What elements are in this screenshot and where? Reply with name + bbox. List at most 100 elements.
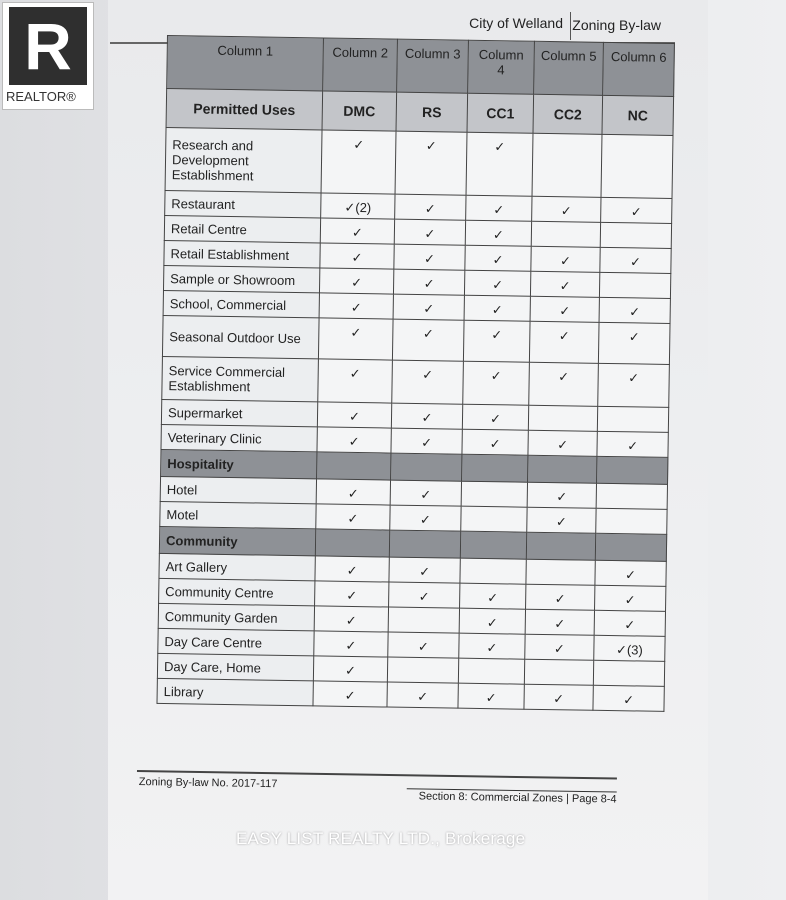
permission-cell (599, 272, 671, 299)
permission-cell: ✓ (527, 482, 597, 509)
permitted-use-label: Supermarket (161, 399, 318, 427)
permission-cell: ✓ (594, 585, 666, 612)
permission-cell: ✓ (390, 480, 462, 507)
permission-cell: ✓ (594, 610, 666, 637)
permission-cell: ✓ (462, 361, 530, 406)
permission-cell: ✓ (389, 505, 462, 532)
column-number-header: Column 6 (602, 42, 675, 97)
permission-cell: ✓ (394, 219, 466, 246)
permission-cell: ✓ (319, 267, 394, 295)
permitted-use-label: Service Commercial Establishment (161, 356, 319, 402)
permission-cell: ✓ (391, 360, 464, 405)
permission-cell: ✓ (314, 605, 389, 633)
permission-cell: ✓ (321, 129, 397, 195)
permission-cell: ✓ (319, 292, 394, 320)
footer-bylaw-number: Zoning By-law No. 2017-117 (138, 776, 278, 791)
zone-header: RS (396, 92, 468, 133)
permission-cell: ✓ (388, 557, 461, 584)
permission-cell: ✓ (390, 428, 463, 455)
permission-cell: ✓ (317, 358, 393, 404)
permission-cell: ✓ (395, 131, 468, 196)
permission-cell: ✓ (319, 242, 395, 270)
permitted-use-label: Veterinary Clinic (160, 424, 318, 452)
section-cell (315, 528, 390, 558)
permitted-use-label: Sample or Showroom (163, 265, 320, 293)
section-cell (460, 531, 527, 560)
permission-cell (593, 660, 665, 687)
brokerage-watermark: EASY LIST REALTY LTD., Brokerage (236, 829, 526, 848)
zone-header: DMC (322, 90, 397, 132)
permission-cell: ✓ (529, 321, 600, 364)
permission-cell: ✓ (531, 196, 602, 223)
permission-cell: ✓ (465, 195, 533, 222)
permission-cell (458, 658, 525, 685)
permission-cell: ✓ (459, 608, 526, 635)
permission-cell: ✓ (525, 584, 595, 611)
permission-cell: ✓ (394, 194, 467, 221)
section-label: Hospitality (160, 449, 317, 479)
permission-cell: ✓ (388, 582, 460, 609)
permission-cell: ✓ (386, 682, 459, 709)
permitted-use-label: Research and Development Establishment (165, 127, 323, 193)
permission-cell: ✓ (459, 583, 526, 610)
permission-cell: ✓ (464, 245, 532, 272)
permission-cell: ✓ (527, 430, 598, 457)
column-number-header: Column 5 (533, 41, 604, 96)
permission-cell: ✓ (526, 507, 597, 534)
header-divider (570, 12, 571, 40)
section-label: Community (159, 526, 316, 556)
permission-cell: ✓ (597, 363, 670, 408)
permission-cell: ✓ (313, 630, 389, 658)
permitted-uses-header: Permitted Uses (166, 88, 323, 130)
permission-cell: ✓ (462, 404, 529, 431)
table-row: Research and Development Establishment ✓ ✓… (165, 127, 673, 199)
permitted-use-label: Art Gallery (158, 553, 316, 581)
permission-cell: ✓ (530, 246, 601, 273)
column-number-row: Column 1 Column 2 Column 3 Column 4 Column 5… (166, 35, 675, 97)
permission-cell (461, 481, 528, 508)
permitted-use-label: Motel (159, 501, 317, 529)
permission-cell: ✓ (313, 655, 388, 683)
zone-header: CC1 (467, 93, 534, 134)
permission-cell: ✓ (458, 633, 526, 660)
permission-cell: ✓ (596, 431, 669, 458)
permission-cell (601, 134, 673, 199)
permission-cell: ✓ (599, 297, 671, 324)
permission-cell: ✓ (317, 401, 392, 429)
permission-cell: ✓ (392, 319, 465, 362)
permission-cell: ✓(3) (593, 635, 666, 662)
permission-cell (597, 406, 669, 433)
permitted-use-label: School, Commercial (163, 290, 320, 318)
permission-cell: ✓ (599, 247, 672, 274)
permitted-use-label: Community Centre (158, 578, 315, 606)
section-cell (461, 454, 528, 483)
permission-cell: ✓ (457, 683, 525, 710)
permission-cell (532, 133, 602, 198)
permitted-use-label: Seasonal Outdoor Use (162, 315, 320, 359)
permission-cell (460, 506, 528, 533)
permission-cell: ✓ (393, 269, 465, 296)
header-city: City of Welland (469, 15, 563, 31)
permission-cell (388, 607, 460, 634)
section-cell (595, 533, 667, 562)
column-number-header: Column 2 (322, 37, 398, 93)
header-bylaw: Zoning By-law (572, 17, 661, 33)
column-number-header: Column 4 (467, 40, 535, 95)
permission-cell (595, 508, 668, 535)
realtor-logo-text: REALTOR® (6, 89, 76, 104)
permission-cell: ✓ (314, 555, 390, 583)
permission-cell: ✓ (528, 362, 599, 407)
permission-cell: ✓ (466, 132, 534, 197)
permission-cell: ✓ (314, 580, 389, 608)
column-number-header: Column 1 (166, 35, 324, 91)
permission-cell: ✓ (598, 322, 671, 365)
permission-cell (525, 559, 596, 586)
permitted-use-label: Day Care, Home (157, 653, 314, 681)
permission-cell: ✓ (318, 317, 394, 361)
permission-cell: ✓ (525, 609, 595, 636)
permission-cell (387, 657, 459, 684)
permission-cell: ✓(2) (320, 192, 396, 220)
permission-cell (531, 221, 601, 248)
permission-cell: ✓ (312, 680, 388, 708)
permission-cell (596, 483, 668, 510)
